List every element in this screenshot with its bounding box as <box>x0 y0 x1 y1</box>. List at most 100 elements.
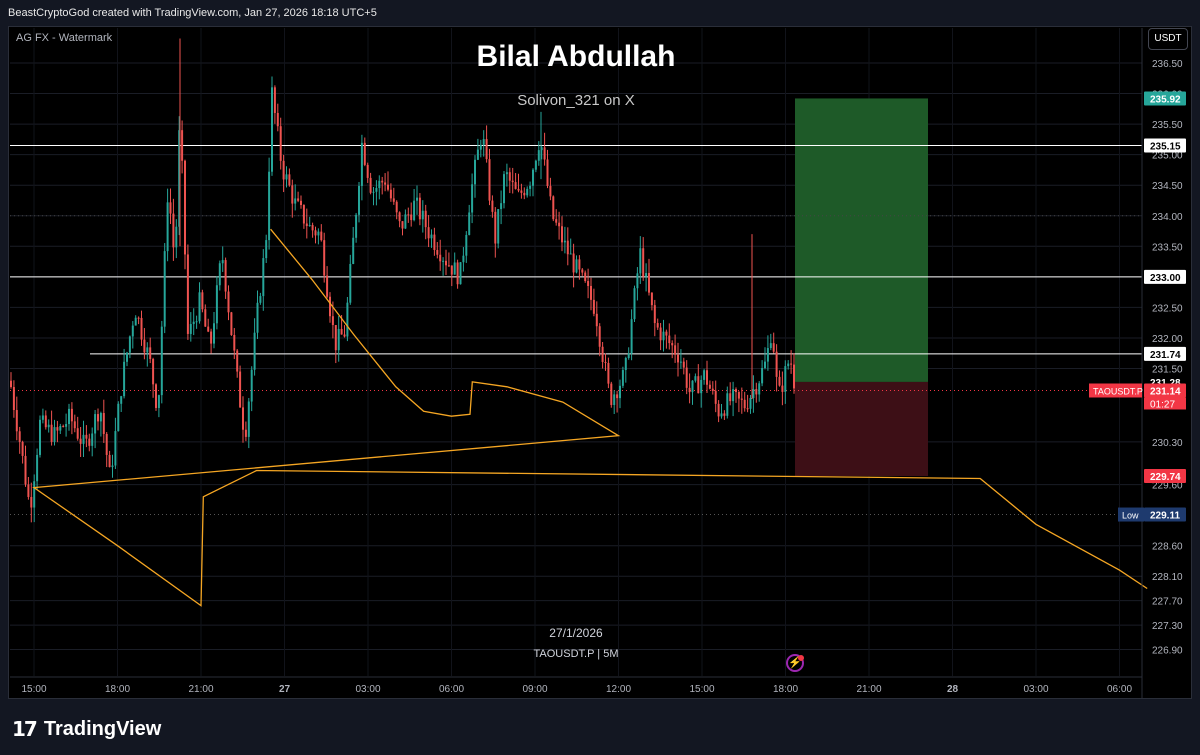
candle-body <box>566 240 569 255</box>
candle-body <box>56 427 59 431</box>
candle-body <box>172 213 175 248</box>
candle-body <box>740 398 743 400</box>
price-tag-box <box>1144 138 1186 153</box>
candle-body <box>120 396 123 404</box>
candle-body <box>703 370 706 380</box>
candle-body <box>592 299 595 314</box>
x-tick-label: 18:00 <box>773 684 798 695</box>
candle-body <box>163 251 166 327</box>
candle-body <box>636 273 639 289</box>
chart-title: Bilal Abdullah <box>476 40 676 73</box>
candle-body <box>349 263 352 303</box>
candle-body <box>308 225 311 227</box>
candle-body <box>720 413 723 417</box>
chart-frame[interactable] <box>8 26 1192 699</box>
x-tick-label: 03:00 <box>355 684 380 695</box>
candle-body <box>268 171 271 241</box>
candle-body <box>91 433 94 446</box>
candle-body <box>204 309 207 327</box>
candle-body <box>752 389 755 399</box>
candle-body <box>389 189 392 199</box>
candle-body <box>175 226 178 248</box>
price-tag-box <box>1144 507 1186 522</box>
candle-body <box>59 425 62 431</box>
candle-body <box>239 371 242 408</box>
y-tick-label: 233.50 <box>1152 242 1183 253</box>
candle-body <box>616 394 619 399</box>
candle-body <box>529 185 532 189</box>
candle-body <box>70 408 73 422</box>
candle-body <box>256 302 259 333</box>
candle-body <box>111 465 114 468</box>
candle-body <box>459 262 462 285</box>
candle-body <box>708 384 711 389</box>
candle-body <box>418 197 421 220</box>
price-tag-label: 235.92 <box>1150 94 1181 105</box>
candle-body <box>749 398 752 409</box>
candle-body <box>36 454 39 482</box>
y-tick-label: 228.60 <box>1152 542 1183 553</box>
tradingview-brand[interactable]: 17 TradingView <box>12 717 161 741</box>
candle-body <box>192 321 195 325</box>
candle-body <box>671 343 674 346</box>
header-bar: BeastCryptoGod created with TradingView.… <box>0 0 1200 26</box>
candle-body <box>407 214 410 216</box>
price-tag-label: 231.28 <box>1150 378 1181 389</box>
candle-body <box>758 383 761 395</box>
candle-body <box>552 196 555 220</box>
candle-body <box>717 403 720 417</box>
candle-body <box>433 234 436 250</box>
candle-body <box>688 387 691 393</box>
candle-body <box>134 317 137 326</box>
y-tick-label: 226.90 <box>1152 646 1183 657</box>
symbol-watermark: TAOUSDT.P | 5M <box>533 648 619 660</box>
candle-body <box>76 428 79 439</box>
candle-body <box>114 431 117 466</box>
candle-body <box>369 177 372 193</box>
candle-body <box>674 345 677 355</box>
candle-body <box>363 142 366 165</box>
candle-body <box>456 262 459 285</box>
candle-body <box>210 331 213 344</box>
candle-body <box>253 332 256 370</box>
candle-body <box>273 87 276 113</box>
candle-body <box>326 275 329 297</box>
price-tag-box <box>1144 383 1186 398</box>
candle-body <box>555 219 558 223</box>
candle-body <box>511 180 514 183</box>
candle-body <box>149 347 152 359</box>
candle-body <box>534 160 537 170</box>
candle-body <box>711 388 714 391</box>
candle-body <box>607 362 610 384</box>
tradingview-name: TradingView <box>43 717 162 740</box>
candle-body <box>581 269 584 273</box>
candle-body <box>526 188 529 196</box>
candle-body <box>184 160 186 255</box>
candle-body <box>166 202 169 252</box>
candle-body <box>775 351 778 377</box>
candle-body <box>648 273 650 293</box>
candle-body <box>218 263 221 286</box>
date-watermark: 27/1/2026 <box>549 626 603 640</box>
currency-button[interactable]: USDT <box>1148 28 1188 50</box>
candle-body <box>468 212 471 235</box>
candle-body <box>146 347 149 353</box>
candle-body <box>500 203 503 210</box>
candle-body <box>445 260 447 266</box>
candle-body <box>201 292 204 310</box>
candle-body <box>590 285 592 300</box>
candle-body <box>668 335 671 344</box>
candle-body <box>224 260 227 292</box>
candle-body <box>714 390 717 404</box>
candle-body <box>485 139 488 160</box>
candle-body <box>572 253 575 273</box>
candle-body <box>447 265 450 267</box>
price-chart[interactable]: 236.50236.00235.50235.00234.50234.00233.… <box>0 0 1200 700</box>
candle-body <box>514 182 517 189</box>
price-tag-label: 229.74 <box>1150 472 1181 483</box>
candle-body <box>79 438 82 444</box>
candle-body <box>189 324 192 334</box>
candle-body <box>137 317 140 319</box>
candle-body <box>99 413 102 422</box>
candle-body <box>561 226 563 243</box>
